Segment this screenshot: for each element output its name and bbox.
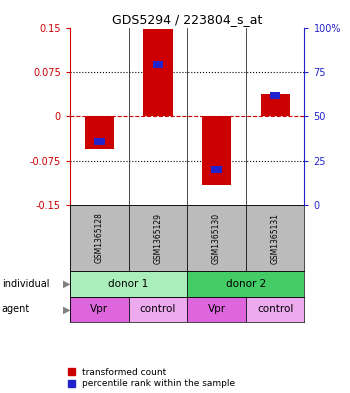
Text: agent: agent [2,305,30,314]
Bar [70,205,129,271]
Bar [187,271,304,297]
Title: GDS5294 / 223804_s_at: GDS5294 / 223804_s_at [112,13,262,26]
Text: ▶: ▶ [63,305,70,314]
Bar [270,92,280,99]
Bar [70,271,187,297]
Text: GSM1365129: GSM1365129 [153,213,162,264]
Bar [129,205,187,271]
Bar [70,297,129,322]
Text: GSM1365128: GSM1365128 [95,213,104,263]
Bar [246,297,304,322]
Bar [85,116,114,149]
Text: control: control [140,305,176,314]
Bar [94,138,105,145]
Text: ▶: ▶ [63,279,70,289]
Text: GSM1365130: GSM1365130 [212,213,221,264]
Text: GSM1365131: GSM1365131 [271,213,280,264]
Bar [153,61,163,68]
Bar [143,29,173,116]
Text: donor 1: donor 1 [108,279,149,289]
Bar [187,297,246,322]
Bar [260,94,290,116]
Text: donor 2: donor 2 [226,279,266,289]
Bar [129,297,187,322]
Text: Vpr: Vpr [90,305,108,314]
Text: Vpr: Vpr [208,305,226,314]
Bar [202,116,231,185]
Text: control: control [257,305,293,314]
Text: individual: individual [2,279,49,289]
Bar [211,166,222,173]
Bar [187,205,246,271]
Bar [246,205,304,271]
Legend: transformed count, percentile rank within the sample: transformed count, percentile rank withi… [68,368,235,389]
